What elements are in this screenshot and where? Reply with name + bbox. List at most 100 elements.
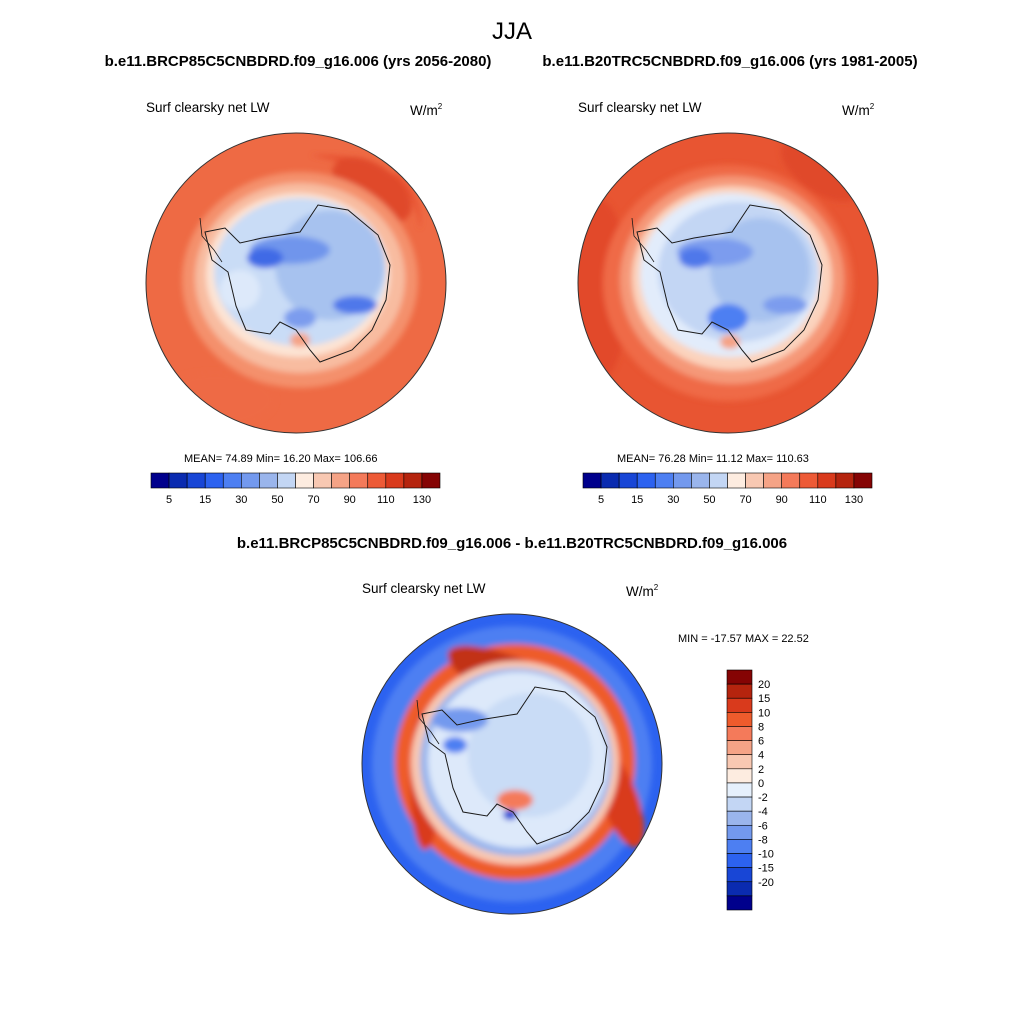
diff-colorbar-tick-label: 20 [758, 679, 770, 691]
right-map [577, 132, 879, 434]
left-units-label: W/m2 [410, 102, 443, 118]
right-colorbar-swatch [745, 472, 764, 489]
right-colorbar-swatch [582, 472, 602, 489]
left-colorbar-swatch [349, 472, 369, 489]
diff-variable-label: Surf clearsky net LW [362, 581, 486, 596]
left-colorbar-tick-label: 70 [307, 494, 319, 506]
diff-colorbar-swatch [726, 768, 753, 784]
right-colorbar-tick-label: 90 [776, 494, 788, 506]
left-case-title: b.e11.BRCP85C5CNBDRD.f09_g16.006 (yrs 20… [104, 53, 492, 70]
right-units-label: W/m2 [842, 102, 875, 118]
left-colorbar-swatch [241, 472, 260, 489]
diff-colorbar-swatch [726, 853, 753, 868]
right-colorbar-swatch [853, 472, 873, 489]
left-colorbar-swatch [367, 472, 387, 489]
left-colorbar-tick-label: 50 [271, 494, 283, 506]
page-title: JJA [491, 18, 532, 45]
diff-colorbar-swatch [726, 810, 753, 826]
right-colorbar-tick-label: 70 [739, 494, 751, 506]
right-colorbar-tick-label: 5 [598, 494, 604, 506]
diff-colorbar-swatch [726, 683, 753, 699]
right-stats: MEAN= 76.28 Min= 11.12 Max= 110.63 [617, 453, 809, 465]
left-colorbar-swatch [313, 472, 332, 489]
diff-colorbar-tick-label: 15 [758, 693, 770, 705]
diff-colorbar-tick-label: 10 [758, 707, 770, 719]
right-colorbar-swatch [817, 472, 837, 489]
right-colorbar-swatch [763, 472, 782, 489]
right-colorbar-swatch [727, 472, 746, 489]
right-colorbar-swatch [835, 472, 855, 489]
diff-colorbar-tick-label: 8 [758, 721, 764, 733]
right-colorbar-tick-label: 30 [667, 494, 679, 506]
difference-title: b.e11.BRCP85C5CNBDRD.f09_g16.006 - b.e11… [236, 535, 788, 552]
right-colorbar-swatch [673, 472, 692, 489]
diff-colorbar-swatch [726, 867, 753, 883]
left-colorbar-tick-label: 15 [199, 494, 211, 506]
right-colorbar-swatch [618, 472, 638, 489]
diff-colorbar-tick-label: -10 [758, 849, 774, 861]
right-colorbar-swatch [781, 472, 801, 489]
left-colorbar-tick-label: 30 [235, 494, 247, 506]
left-colorbar-tick-label: 110 [377, 494, 395, 506]
left-colorbar-swatch [331, 472, 350, 489]
left-colorbar-swatch [259, 472, 278, 489]
diff-colorbar-swatch [726, 839, 753, 854]
diff-colorbar-swatch [726, 881, 753, 897]
diff-colorbar-swatch [726, 796, 753, 812]
left-colorbar-swatch [421, 472, 441, 489]
left-variable-label: Surf clearsky net LW [146, 100, 270, 115]
left-colorbar-swatch [295, 472, 314, 489]
diff-colorbar-tick-label: 6 [758, 736, 764, 748]
left-colorbar-tick-label: 90 [344, 494, 356, 506]
right-case-title: b.e11.B20TRC5CNBDRD.f09_g16.006 (yrs 198… [542, 53, 918, 70]
right-colorbar-swatch [799, 472, 819, 489]
right-colorbar-swatch [654, 472, 674, 489]
left-colorbar: 5 15 30 50 70 90 110 130 [150, 472, 441, 506]
left-colorbar-swatch [204, 472, 224, 489]
diff-colorbar-swatch [726, 895, 753, 911]
left-colorbar-swatch [385, 472, 405, 489]
diff-colorbar-swatch [726, 824, 753, 840]
diff-colorbar-tick-label: 0 [758, 778, 764, 790]
right-variable-label: Surf clearsky net LW [578, 100, 702, 115]
diff-colorbar-tick-label: 2 [758, 764, 764, 776]
diff-colorbar-tick-label: -4 [758, 806, 768, 818]
right-colorbar-swatch [600, 472, 620, 489]
right-colorbar-swatch [709, 472, 728, 489]
left-colorbar-swatch [222, 472, 242, 489]
diff-units-label: W/m2 [626, 583, 659, 599]
diff-colorbar-swatch [726, 712, 753, 727]
left-stats: MEAN= 74.89 Min= 16.20 Max= 106.66 [184, 453, 378, 465]
left-colorbar-tick-label: 5 [166, 494, 172, 506]
right-colorbar: 5 15 30 50 70 90 110 130 [582, 472, 873, 506]
diff-colorbar-tick-label: -6 [758, 820, 768, 832]
diff-colorbar-swatch [726, 754, 753, 770]
left-colorbar-swatch [277, 472, 296, 489]
difference-map [361, 613, 663, 915]
diff-colorbar-swatch [726, 726, 753, 741]
left-colorbar-swatch [168, 472, 188, 489]
diff-colorbar-tick-label: 4 [758, 750, 764, 762]
diff-colorbar-tick-label: -15 [758, 863, 774, 875]
right-colorbar-tick-label: 110 [809, 494, 827, 506]
left-colorbar-swatch [150, 472, 170, 489]
right-colorbar-tick-label: 130 [845, 494, 863, 506]
diff-colorbar-tick-label: -20 [758, 877, 774, 889]
diff-colorbar-tick-label: -8 [758, 834, 768, 846]
left-colorbar-swatch [186, 472, 206, 489]
right-colorbar-tick-label: 15 [631, 494, 643, 506]
left-map [145, 132, 447, 434]
left-colorbar-tick-label: 130 [413, 494, 431, 506]
right-colorbar-swatch [636, 472, 656, 489]
diff-colorbar-swatch [726, 697, 753, 713]
right-colorbar-swatch [691, 472, 710, 489]
left-colorbar-swatch [403, 472, 423, 489]
right-colorbar-tick-label: 50 [703, 494, 715, 506]
diff-colorbar-swatch [726, 740, 753, 756]
diff-colorbar-swatch [726, 782, 753, 798]
diff-colorbar-swatch [726, 669, 753, 685]
diff-stats: MIN = -17.57 MAX = 22.52 [678, 633, 809, 645]
diff-colorbar-tick-label: -2 [758, 792, 768, 804]
